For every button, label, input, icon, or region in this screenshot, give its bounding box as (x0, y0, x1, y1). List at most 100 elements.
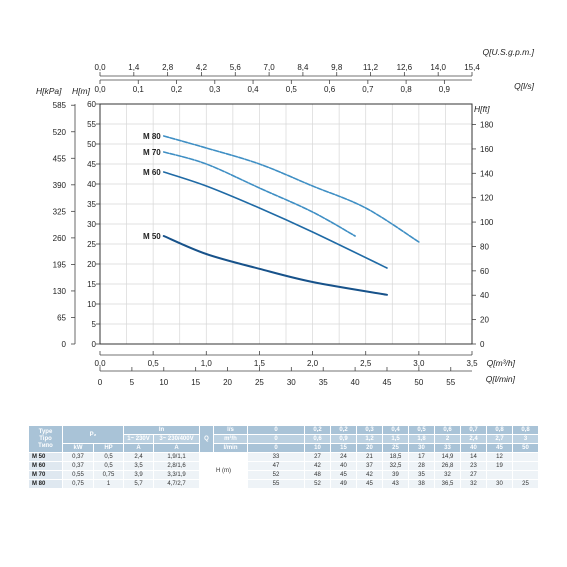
row-h-6: 36,5 (434, 479, 462, 489)
curve-label-m80: M 80 (143, 132, 161, 141)
row-h-2: 40 (330, 461, 358, 471)
gpm-axis-tick-label: 15,4 (464, 63, 480, 72)
row-h-9 (512, 461, 540, 471)
row-h-1: 52 (304, 479, 332, 489)
row-h-4: 32,5 (382, 461, 410, 471)
ft-axis-tick-label: 160 (480, 145, 494, 154)
row-h-8: 12 (486, 452, 514, 462)
q-m3h-2: 0,9 (330, 434, 358, 444)
gpm-axis-tick-label: 8,4 (297, 63, 309, 72)
row-a2: 3,3/1,9 (153, 470, 201, 480)
gpm-axis-tick-label: 4,2 (196, 63, 208, 72)
top-ls-axis-title: Q[l/s] (514, 81, 534, 91)
q-lmin-1: 10 (304, 443, 332, 453)
curve-label-m60: M 60 (143, 168, 161, 177)
row-kw: 0,75 (62, 479, 94, 489)
bottom-lmin-axis-title: Q[l/min] (486, 374, 516, 384)
curve-label-m50: M 50 (143, 232, 161, 241)
lmin-axis-tick-label: 10 (159, 378, 168, 387)
row-h-2: 49 (330, 479, 358, 489)
left-kpa-axis-title: H[kPa] (36, 86, 62, 96)
row-h-7: 32 (460, 479, 488, 489)
q-lmin-2: 15 (330, 443, 358, 453)
lmin-axis-tick-label: 15 (191, 378, 200, 387)
q-m3h-1: 0,6 (304, 434, 332, 444)
ls-axis-tick-label: 0,1 (133, 85, 145, 94)
table-row: M 80 0,75 1 5,7 4,7/2,7 55 52 49 45 43 3… (28, 479, 565, 489)
gpm-axis-tick-label: 11,2 (363, 63, 379, 72)
kpa-axis-tick-label: 260 (53, 234, 67, 243)
lmin-axis-tick-label: 30 (287, 378, 296, 387)
left-m-axis-title: H[m] (72, 86, 91, 96)
q-m3h-6: 2 (434, 434, 462, 444)
q-m3h-7: 2,4 (460, 434, 488, 444)
lmin-axis-tick-label: 45 (383, 378, 392, 387)
row-h-9 (512, 452, 540, 462)
bottom-m3h-axis-title: Q[m³/h] (487, 358, 516, 368)
table-row: M 50 0,37 0,5 2,4 1,9/1,1 H (m) 33 27 24… (28, 452, 565, 489)
row-a2: 2,8/1,6 (153, 461, 201, 471)
m3h-axis-tick-label: 2,0 (307, 359, 319, 368)
m3h-axis-tick-label: 0,0 (94, 359, 106, 368)
q-lmin-5: 30 (408, 443, 436, 453)
kpa-axis-tick-label: 325 (53, 207, 67, 216)
row-h-6: 26,8 (434, 461, 462, 471)
right-ft-axis-title: H[ft] (474, 104, 490, 114)
p2-header: P₂ (61, 425, 125, 444)
curve-label-m70: M 70 (143, 148, 161, 157)
in-1ph-header: 1~ 230V (123, 434, 155, 444)
curve-m80 (162, 135, 420, 243)
performance-curves: M 80 M 70 M 60 M 50 (143, 132, 420, 296)
q-lmin-4: 25 (382, 443, 410, 453)
q-header: Q (199, 425, 215, 453)
row-a1: 3,5 (123, 461, 155, 471)
row-h-8: 30 (486, 479, 514, 489)
q-lmin-7: 40 (460, 443, 488, 453)
table-row: M 60 0,37 0,5 3,5 2,8/1,6 47 42 40 37 32… (28, 461, 565, 471)
plot-frame (99, 103, 473, 345)
row-h-0: 55 (247, 479, 306, 489)
axes: 0,0 1,4 2,8 4,2 5,6 7,0 8,4 9,8 11,2 12,6 14,0 15,4… (53, 63, 494, 387)
row-h-1: 42 (304, 461, 332, 471)
row-h-9 (512, 470, 540, 480)
pump-performance-chart: 0,0 1,4 2,8 4,2 5,6 7,0 8,4 9,8 11,2 12,6 14,0 15,4… (36, 47, 535, 387)
ft-axis-tick-label: 0 (480, 340, 485, 349)
q-lmin-8: 45 (486, 443, 514, 453)
gpm-axis-tick-label: 0,0 (94, 63, 106, 72)
curve-m60 (162, 171, 388, 269)
row-hp: 0,5 (92, 452, 125, 462)
gpm-axis-tick-label: 7,0 (264, 63, 276, 72)
ft-axis-tick-label: 40 (480, 291, 489, 300)
q-lmin-0: 0 (247, 443, 306, 453)
q-m3h-8: 2,7 (486, 434, 514, 444)
kpa-axis-tick-label: 455 (53, 154, 67, 163)
row-a1: 2,4 (123, 452, 155, 462)
m-axis-tick-label: 5 (92, 320, 97, 329)
row-hp: 0,75 (92, 470, 125, 480)
q-m3h-0: 0 (247, 434, 306, 444)
row-h-5: 38 (408, 479, 436, 489)
curve-m70 (162, 151, 356, 237)
type-header: Type Tipo Tипо (28, 425, 63, 453)
row-h-8 (486, 470, 514, 480)
row-hp: 0,5 (92, 461, 125, 471)
q-m3h-9: 3 (512, 434, 540, 444)
m-axis-tick-label: 45 (87, 160, 96, 169)
q-ls-5: 0,5 (408, 425, 436, 435)
kpa-axis-tick-label: 65 (57, 313, 66, 322)
row-h-7: 23 (460, 461, 488, 471)
row-h-1: 48 (304, 470, 332, 480)
gpm-axis-tick-label: 9,8 (331, 63, 343, 72)
in-header: In (123, 425, 201, 435)
q-ls-0: 0 (247, 425, 306, 435)
q-ls-1: 0,2 (304, 425, 332, 435)
table-row: M 70 0,55 0,75 3,9 3,3/1,9 52 48 45 42 3… (28, 470, 565, 480)
kpa-axis-tick-label: 0 (62, 340, 67, 349)
m-axis-tick-label: 0 (92, 340, 97, 349)
gpm-axis-tick-label: 12,6 (397, 63, 413, 72)
gpm-axis-tick-label: 5,6 (230, 63, 242, 72)
kpa-axis-tick-label: 520 (53, 128, 67, 137)
row-type: M 60 (28, 461, 63, 471)
row-type: M 70 (28, 470, 63, 480)
row-h-4: 18,5 (382, 452, 410, 462)
